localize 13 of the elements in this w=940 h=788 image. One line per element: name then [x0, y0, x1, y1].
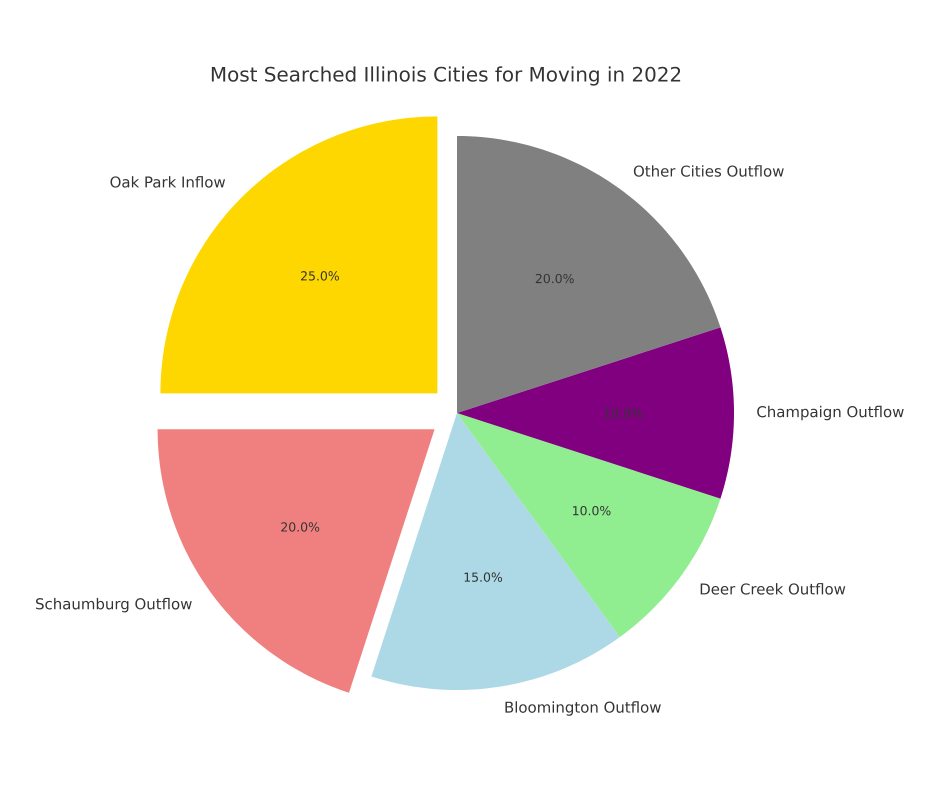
- data-label: 25.0%: [301, 271, 339, 281]
- slice-label: Oak Park Inflow: [110, 176, 226, 188]
- data-label: 10.0%: [604, 408, 642, 418]
- slice-label: Schaumburg Outflow: [36, 598, 192, 612]
- data-label: 10.0%: [573, 506, 611, 516]
- slice-label: Bloomington Outflow: [505, 701, 661, 716]
- data-label: 20.0%: [536, 274, 574, 284]
- slice-label: Deer Creek Outflow: [700, 583, 846, 595]
- data-label: 20.0%: [281, 522, 320, 532]
- slice-label: Champaign Outflow: [757, 406, 904, 420]
- data-label: 15.0%: [464, 572, 502, 582]
- chart-title: Most Searched Illinois Cities for Moving in 2022: [212, 66, 680, 86]
- slice-label: Other Cities Outflow: [634, 165, 784, 177]
